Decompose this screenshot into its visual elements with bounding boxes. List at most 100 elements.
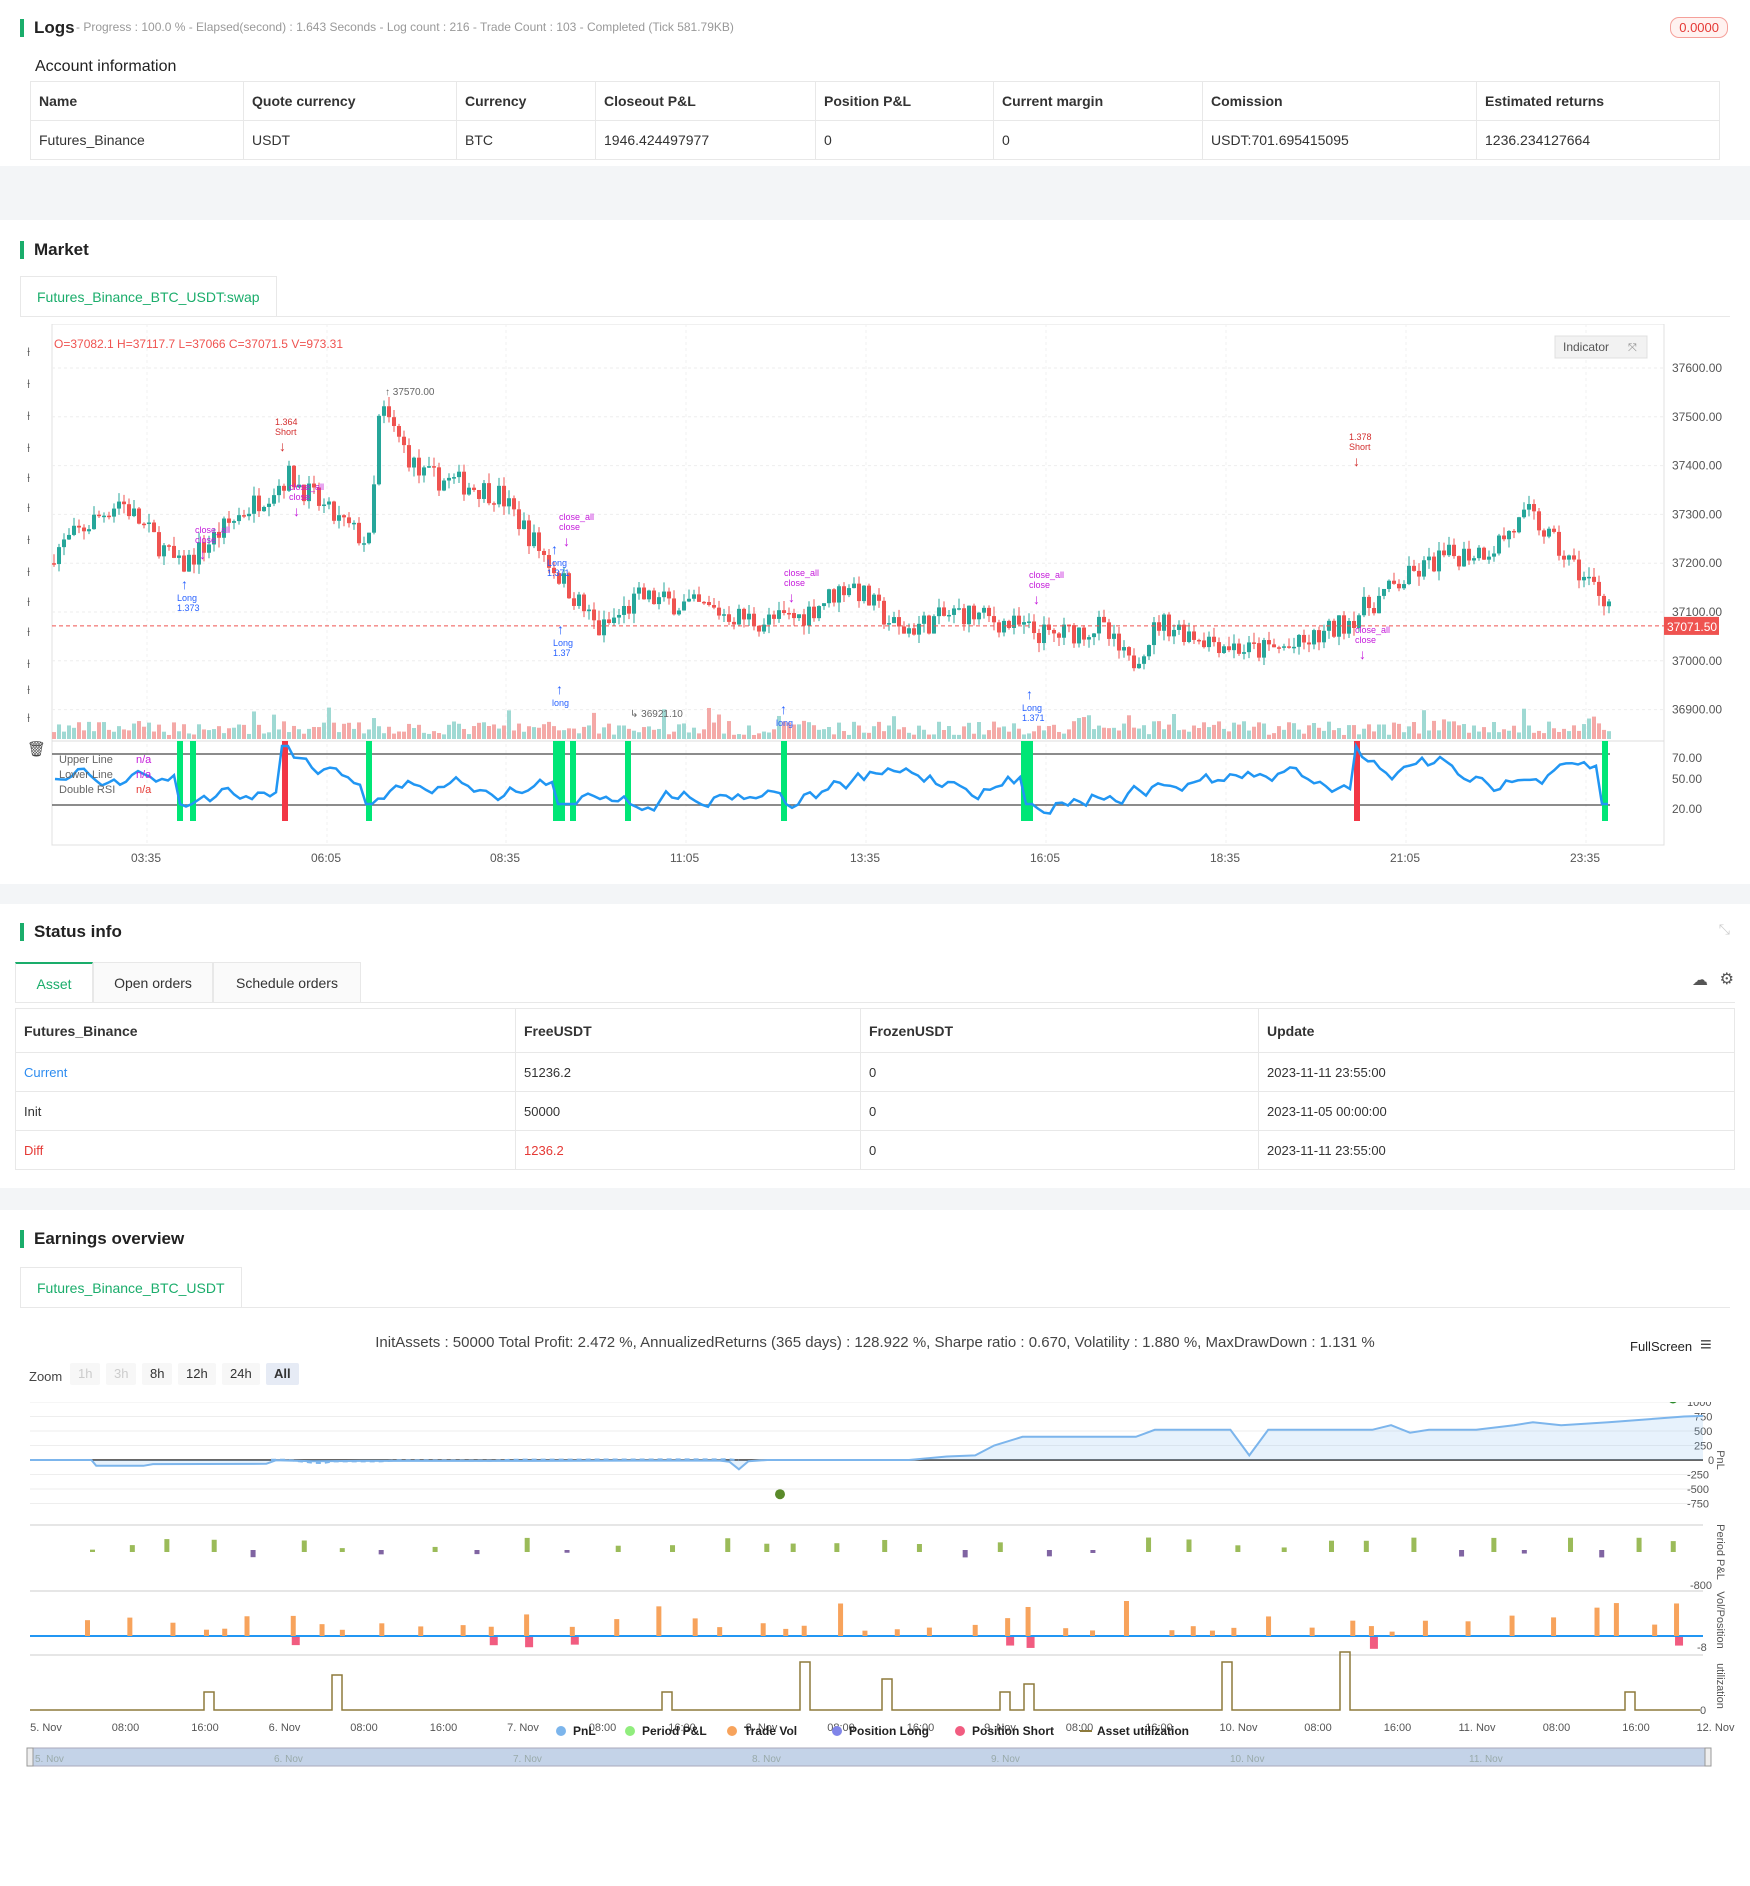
candle-body bbox=[1377, 595, 1381, 614]
volume-bar bbox=[1242, 721, 1246, 739]
volume-bar bbox=[287, 732, 291, 739]
price-tick-label: 37300.00 bbox=[1672, 507, 1722, 521]
volume-bar bbox=[487, 726, 491, 739]
rsi-signal-bar bbox=[366, 741, 372, 821]
volume-bar bbox=[197, 724, 201, 739]
volume-bar bbox=[577, 733, 581, 739]
trade-vol-bar bbox=[488, 1626, 494, 1636]
exit-arrow-down-icon: ↓ bbox=[1353, 453, 1360, 469]
volume-bar bbox=[857, 725, 861, 739]
volume-bar bbox=[667, 734, 671, 739]
volume-bar bbox=[1022, 734, 1026, 739]
candle-body bbox=[212, 531, 216, 545]
volume-bar bbox=[282, 721, 286, 739]
free-value: 1236.2 bbox=[515, 1130, 861, 1170]
volume-bar bbox=[1437, 730, 1441, 739]
candle-body bbox=[627, 605, 631, 614]
candle-body bbox=[547, 555, 551, 568]
trade-sublabel: 1.371 bbox=[1022, 713, 1045, 723]
trade-vol-bar bbox=[569, 1626, 575, 1636]
earnings-chart[interactable]: 125010007505002500-250-500-750-800-80PnL… bbox=[0, 1402, 1750, 1878]
col-frozen: FrozenUSDT bbox=[860, 1008, 1259, 1053]
volume-bar bbox=[122, 729, 126, 739]
candle-body bbox=[972, 605, 976, 620]
drawing-tool-icon: ⟊ bbox=[27, 470, 31, 485]
candle-body bbox=[767, 614, 771, 625]
volume-bar bbox=[1377, 724, 1381, 739]
tab-asset[interactable]: Asset bbox=[15, 962, 93, 1002]
period-pnl-bar bbox=[670, 1545, 676, 1552]
volume-bar bbox=[1297, 729, 1301, 739]
candle-body bbox=[812, 606, 816, 619]
tab-market-symbol[interactable]: Futures_Binance_BTC_USDT:swap bbox=[20, 276, 277, 316]
candle-body bbox=[1292, 646, 1296, 649]
zoom-button-1h[interactable]: 1h bbox=[70, 1363, 101, 1385]
zoom-button-3h[interactable]: 3h bbox=[106, 1363, 137, 1385]
pnl-tick-label: -750 bbox=[1687, 1499, 1709, 1511]
volume-bar bbox=[392, 733, 396, 739]
volume-bar bbox=[1112, 727, 1116, 739]
candle-body bbox=[442, 480, 446, 491]
volume-bar bbox=[1147, 734, 1151, 739]
current-price-tag bbox=[1664, 616, 1719, 635]
earnings-summary: InitAssets : 50000 Total Profit: 2.472 %… bbox=[375, 1334, 1375, 1351]
candle-body bbox=[1552, 528, 1556, 532]
candle-body bbox=[1447, 544, 1451, 556]
candle-body bbox=[582, 594, 586, 612]
tab-earnings-symbol[interactable]: Futures_Binance_BTC_USDT bbox=[20, 1267, 242, 1307]
position-short-bar bbox=[1006, 1637, 1015, 1646]
row-label-diff: Diff bbox=[15, 1130, 516, 1170]
fullscreen-button[interactable]: FullScreen bbox=[1630, 1339, 1693, 1354]
candle-body bbox=[377, 415, 381, 485]
navigator-tick-label: 9. Nov bbox=[991, 1754, 1020, 1765]
gear-icon[interactable]: ⚙ bbox=[1719, 971, 1734, 988]
zoom-button-24h[interactable]: 24h bbox=[222, 1363, 260, 1385]
exit-arrow-down-icon: ↓ bbox=[199, 546, 206, 562]
candle-body bbox=[67, 534, 71, 540]
volume-bar bbox=[922, 729, 926, 739]
tab-open-orders[interactable]: Open orders bbox=[93, 962, 213, 1002]
candle-body bbox=[1227, 646, 1231, 651]
volume-bar bbox=[337, 732, 341, 739]
navigator-tick-label: 10. Nov bbox=[1230, 1754, 1264, 1765]
tab-schedule-orders[interactable]: Schedule orders bbox=[213, 962, 361, 1002]
candle-body bbox=[1042, 624, 1046, 644]
market-chart[interactable]: ⟊ ⟊ ⟊ ⟊ ⟊ ⟊ ⟊ ⟊ ⟊ ⟊ ⟊ ⟊ ⟊ 🗑 37600.00 37500.00 37400.00 37… bbox=[0, 324, 1750, 884]
volume-bar bbox=[632, 730, 636, 739]
volume-bar bbox=[847, 734, 851, 739]
account-col-header: Comission bbox=[1202, 81, 1477, 121]
row-label-current[interactable]: Current bbox=[15, 1052, 516, 1092]
collapse-icon[interactable]: ⤡ bbox=[1718, 921, 1730, 937]
candle-body bbox=[1177, 624, 1181, 630]
candle-body bbox=[722, 614, 726, 616]
volume-bar bbox=[737, 734, 741, 739]
volume-bar bbox=[1382, 724, 1386, 739]
account-cell: BTC bbox=[456, 120, 596, 160]
volume-bar bbox=[752, 734, 756, 739]
zoom-button-12h[interactable]: 12h bbox=[178, 1363, 216, 1385]
menu-icon[interactable]: ≡ bbox=[1700, 1334, 1712, 1356]
volume-bar bbox=[1087, 715, 1091, 739]
volume-bar bbox=[1387, 734, 1391, 739]
zoom-button-8h[interactable]: 8h bbox=[142, 1363, 173, 1385]
earnings-panel: Earnings overview Futures_Binance_BTC_US… bbox=[0, 1210, 1750, 1886]
candle-body bbox=[287, 465, 291, 491]
candle-body bbox=[802, 614, 806, 626]
candle-body bbox=[1557, 531, 1561, 556]
download-icon[interactable]: ☁ bbox=[1692, 972, 1708, 989]
period-pnl-bar bbox=[1186, 1539, 1192, 1552]
volume-bar bbox=[732, 734, 736, 739]
table-row: Current 51236.2 0 2023-11-11 23:55:00 bbox=[15, 1052, 1735, 1092]
volume-bar bbox=[1392, 722, 1396, 739]
candle-body bbox=[757, 625, 761, 632]
entry-arrow-up-icon: ↑ bbox=[551, 541, 558, 557]
candle-body bbox=[1062, 624, 1066, 638]
candle-body bbox=[62, 539, 66, 548]
candle-body bbox=[52, 563, 56, 565]
volume-bar bbox=[1367, 724, 1371, 739]
volume-bar bbox=[1607, 731, 1611, 739]
zoom-button-all[interactable]: All bbox=[266, 1363, 299, 1385]
candle-body bbox=[662, 591, 666, 598]
trade-label: long bbox=[776, 718, 793, 728]
pnl-tick-label: 1000 bbox=[1687, 1402, 1711, 1409]
